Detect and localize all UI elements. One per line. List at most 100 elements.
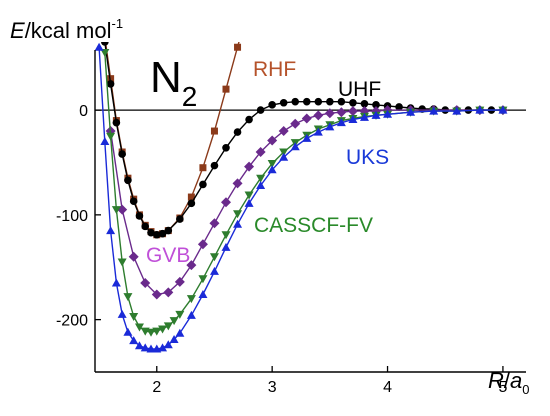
data-point	[233, 219, 243, 228]
series-label-uks: UKS	[346, 146, 389, 169]
y-tick-label: -100	[56, 208, 88, 225]
data-point	[256, 181, 266, 190]
data-point	[129, 312, 139, 321]
data-point	[111, 206, 121, 215]
data-point	[152, 230, 161, 239]
data-point	[187, 193, 195, 201]
y-tick-label: 0	[79, 103, 88, 120]
data-point	[326, 97, 334, 106]
series-label-casscf-fv: CASSCF-FV	[254, 214, 373, 237]
x-tick-label: 5	[498, 379, 507, 396]
data-point	[359, 112, 369, 121]
data-point	[174, 276, 185, 287]
data-point	[279, 98, 288, 107]
data-point	[372, 101, 380, 109]
data-point	[209, 218, 220, 229]
data-point	[301, 113, 312, 124]
data-point	[234, 43, 242, 51]
ticks: 2 3 4 5 0 -100 -200	[56, 103, 508, 396]
data-point	[100, 48, 110, 57]
data-point	[429, 106, 439, 115]
data-point	[152, 327, 162, 336]
data-point	[141, 222, 150, 231]
data-point	[210, 161, 219, 170]
data-point	[199, 164, 207, 172]
series-layer	[94, 2, 508, 353]
data-point	[187, 199, 196, 208]
series-label-gvb: GVB	[146, 244, 190, 267]
data-point	[163, 322, 173, 331]
series-label-rhf: RHF	[253, 58, 296, 81]
data-point	[325, 122, 335, 131]
data-point	[256, 106, 265, 114]
data-point	[313, 110, 324, 121]
data-point	[169, 317, 179, 326]
data-point	[123, 293, 133, 302]
data-point	[111, 278, 121, 287]
data-point	[221, 197, 231, 208]
y-axis-title: E/kcal mol-1	[10, 16, 123, 43]
data-point	[360, 100, 369, 108]
data-point	[128, 251, 139, 262]
data-point	[290, 118, 301, 129]
data-point	[406, 107, 416, 116]
data-point	[279, 152, 289, 161]
data-point	[371, 110, 381, 119]
data-point	[302, 97, 311, 106]
data-point	[209, 253, 219, 262]
data-point	[302, 133, 312, 142]
data-point	[244, 191, 254, 200]
data-point	[245, 115, 253, 124]
data-point	[100, 137, 110, 146]
data-point	[101, 42, 109, 46]
data-point	[129, 197, 138, 206]
data-point	[106, 226, 116, 235]
data-point	[267, 165, 277, 174]
series-casscf-fv	[100, 48, 508, 337]
data-point	[147, 228, 155, 237]
data-point	[313, 127, 323, 136]
data-point	[118, 150, 126, 158]
data-point	[164, 226, 173, 235]
data-point	[107, 75, 115, 83]
data-point	[129, 336, 139, 345]
data-point	[163, 340, 173, 349]
data-point	[210, 127, 218, 135]
data-point	[117, 309, 127, 318]
data-point	[498, 105, 508, 114]
data-point	[112, 118, 121, 127]
data-point	[106, 132, 116, 141]
data-point	[221, 231, 231, 240]
data-point	[135, 212, 144, 220]
data-point	[163, 287, 174, 298]
series-uks	[94, 42, 508, 353]
data-point	[117, 258, 127, 267]
x-tick-label: 2	[152, 379, 161, 396]
data-point	[255, 147, 266, 157]
data-point	[158, 325, 168, 334]
data-point	[267, 135, 278, 146]
molecule-label: N2	[150, 53, 197, 112]
data-point	[176, 215, 184, 223]
data-point	[347, 106, 358, 117]
x-tick-label: 3	[268, 379, 277, 396]
data-point	[199, 180, 207, 189]
data-point	[246, 2, 253, 9]
data-point	[314, 97, 323, 106]
data-point	[146, 344, 156, 353]
data-point	[186, 260, 197, 271]
data-point	[256, 174, 266, 183]
data-point	[197, 239, 208, 250]
data-point	[324, 108, 335, 119]
data-point	[268, 101, 276, 109]
data-point	[175, 310, 185, 319]
data-point	[290, 142, 300, 151]
data-point	[158, 343, 168, 352]
series-line	[104, 42, 240, 236]
series-rhf	[104, 2, 253, 239]
data-point	[186, 295, 196, 304]
data-point	[123, 327, 133, 336]
data-point	[291, 97, 300, 106]
data-point	[140, 343, 150, 352]
